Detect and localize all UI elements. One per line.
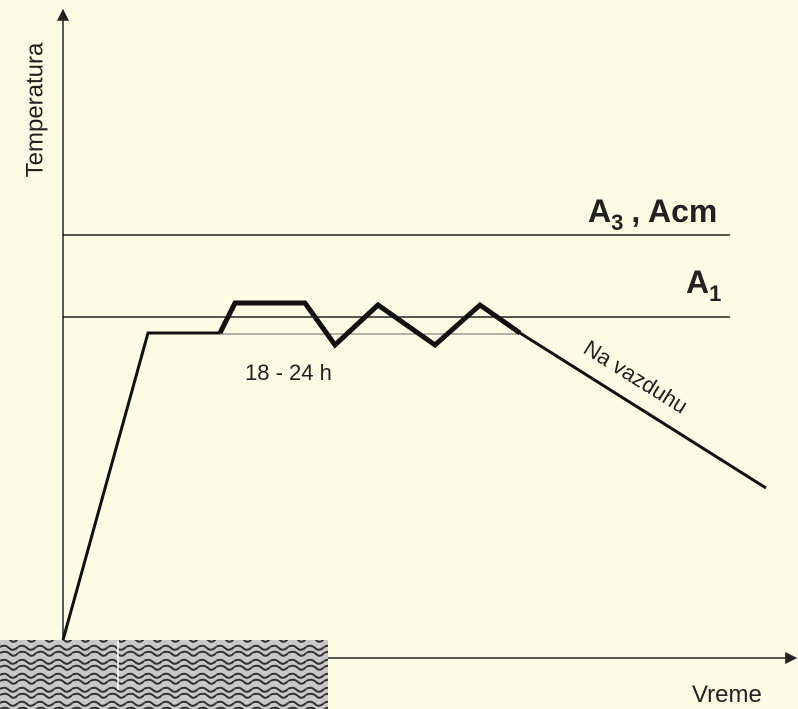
micrograph <box>0 640 328 709</box>
cooling-curve <box>519 331 767 490</box>
y-axis-label: Temperatura <box>21 42 48 177</box>
duration-label: 18 - 24 h <box>245 360 332 385</box>
x-axis-label: Vreme <box>692 681 762 708</box>
a3-label: A3, Acm <box>588 193 717 235</box>
a1-label: A1 <box>686 264 721 306</box>
cycling-curve <box>217 300 522 349</box>
heating-curve <box>61 331 220 641</box>
